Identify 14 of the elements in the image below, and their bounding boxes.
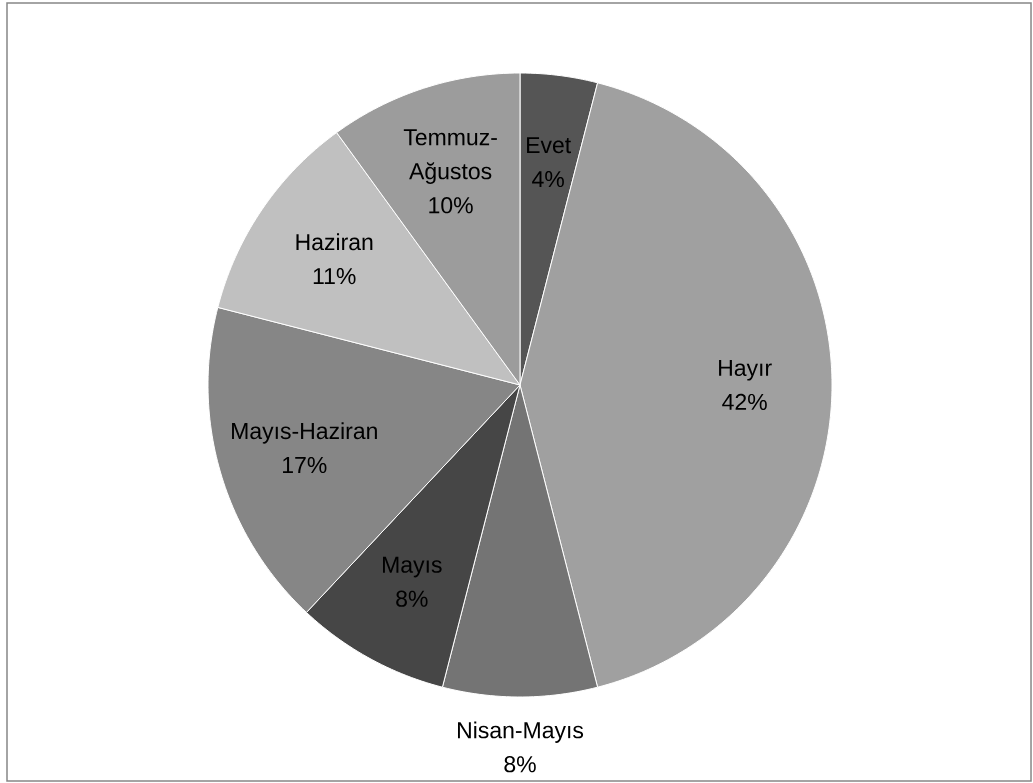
- data-label: 17%: [283, 456, 327, 474]
- slice-label: Temmuz-Ağustos: [403, 129, 497, 184]
- data-label: 8%: [396, 590, 428, 607]
- slice-label: Haziran: [296, 233, 373, 251]
- data-label: 11%: [313, 268, 356, 285]
- data-label: 42%: [722, 393, 767, 410]
- slice-label: Evet: [527, 137, 571, 154]
- data-label: 4%: [532, 171, 564, 188]
- slice-label: Mayıs: [383, 556, 442, 578]
- data-label: 8%: [504, 756, 536, 773]
- data-label: 10%: [429, 197, 473, 214]
- slice-label: Mayıs-Haziran: [232, 422, 377, 444]
- slice-label: Hayır: [719, 360, 772, 381]
- slice-label: Nisan-Mayıs: [458, 721, 584, 743]
